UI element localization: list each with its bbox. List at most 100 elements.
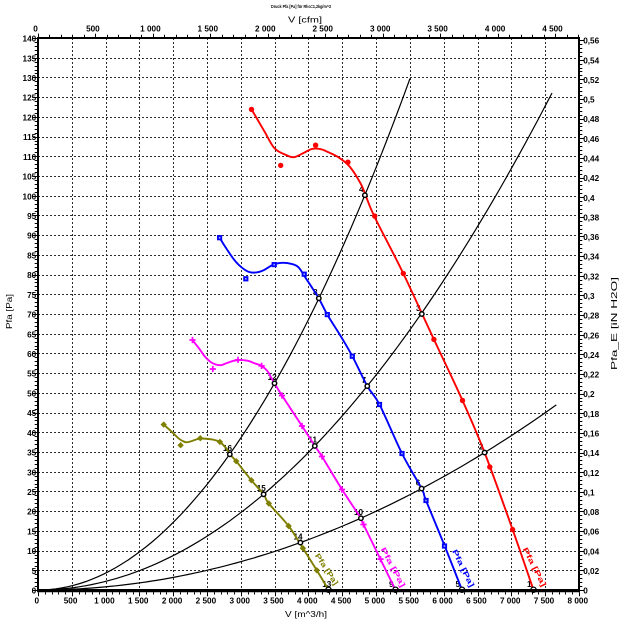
svg-text:14: 14 xyxy=(293,532,303,541)
svg-text:110: 110 xyxy=(23,153,37,162)
svg-text:13: 13 xyxy=(322,580,332,589)
svg-text:30: 30 xyxy=(27,468,37,477)
svg-text:0,02: 0,02 xyxy=(583,567,599,576)
svg-text:2 500: 2 500 xyxy=(196,597,217,606)
svg-text:95: 95 xyxy=(27,212,37,221)
svg-text:0,26: 0,26 xyxy=(583,331,599,340)
svg-text:11: 11 xyxy=(308,436,317,445)
svg-text:2 000: 2 000 xyxy=(162,597,183,606)
svg-text:20: 20 xyxy=(27,508,37,517)
svg-text:25: 25 xyxy=(27,488,37,497)
svg-text:1: 1 xyxy=(527,580,532,589)
svg-text:0,08: 0,08 xyxy=(583,508,599,517)
svg-text:0,3: 0,3 xyxy=(583,292,595,301)
svg-text:3 500: 3 500 xyxy=(427,25,448,34)
svg-text:3 500: 3 500 xyxy=(263,597,284,606)
svg-text:4 500: 4 500 xyxy=(331,597,352,606)
svg-text:3 000: 3 000 xyxy=(229,597,250,606)
svg-text:65: 65 xyxy=(27,330,37,339)
svg-text:1 500: 1 500 xyxy=(198,25,219,34)
svg-text:0,46: 0,46 xyxy=(583,135,599,144)
svg-text:40: 40 xyxy=(27,429,37,438)
svg-text:120: 120 xyxy=(23,113,37,122)
svg-text:7 000: 7 000 xyxy=(500,597,521,606)
svg-text:5: 5 xyxy=(455,580,460,589)
svg-text:135: 135 xyxy=(23,54,37,63)
svg-text:0: 0 xyxy=(32,587,37,596)
svg-text:500: 500 xyxy=(86,25,100,34)
svg-text:4: 4 xyxy=(359,185,364,194)
svg-text:70: 70 xyxy=(27,311,37,320)
svg-text:45: 45 xyxy=(27,409,37,418)
svg-text:3 000: 3 000 xyxy=(370,25,391,34)
svg-text:V [m^3/h]: V [m^3/h] xyxy=(285,610,327,619)
svg-text:6 000: 6 000 xyxy=(432,597,453,606)
svg-text:1 000: 1 000 xyxy=(140,25,161,34)
svg-text:0,56: 0,56 xyxy=(583,37,599,46)
svg-text:90: 90 xyxy=(27,232,37,241)
svg-text:V [cfm]: V [cfm] xyxy=(288,16,322,25)
svg-text:7 500: 7 500 xyxy=(534,597,555,606)
svg-text:3: 3 xyxy=(416,304,421,313)
svg-text:5 000: 5 000 xyxy=(365,597,386,606)
svg-text:15: 15 xyxy=(27,527,37,536)
svg-text:Druck Pfa [Pa] für Rho=1,2kg/m: Druck Pfa [Pa] für Rho=1,2kg/m^3 xyxy=(271,4,331,10)
svg-text:0,32: 0,32 xyxy=(583,272,599,281)
svg-text:10: 10 xyxy=(354,508,364,517)
svg-text:140: 140 xyxy=(23,35,37,44)
svg-text:1 500: 1 500 xyxy=(128,597,149,606)
svg-text:0,5: 0,5 xyxy=(583,96,595,105)
svg-text:0,16: 0,16 xyxy=(583,429,599,438)
svg-text:55: 55 xyxy=(27,370,37,379)
svg-text:85: 85 xyxy=(27,251,37,260)
svg-text:2: 2 xyxy=(479,442,484,451)
svg-text:105: 105 xyxy=(23,173,37,182)
svg-text:0,4: 0,4 xyxy=(583,194,595,203)
svg-text:0,48: 0,48 xyxy=(583,115,599,124)
svg-text:0,36: 0,36 xyxy=(583,233,599,242)
svg-text:115: 115 xyxy=(23,133,37,142)
svg-text:5 500: 5 500 xyxy=(398,597,419,606)
svg-text:0,12: 0,12 xyxy=(583,469,599,478)
svg-text:Pfa [Pa]: Pfa [Pa] xyxy=(5,294,14,329)
svg-text:5: 5 xyxy=(32,567,37,576)
svg-text:0,04: 0,04 xyxy=(583,547,599,556)
svg-text:0,18: 0,18 xyxy=(583,410,599,419)
svg-text:4 500: 4 500 xyxy=(542,25,563,34)
svg-text:1 000: 1 000 xyxy=(94,597,115,606)
svg-text:12: 12 xyxy=(268,373,278,382)
svg-text:0,54: 0,54 xyxy=(583,56,599,65)
svg-text:130: 130 xyxy=(23,74,37,83)
svg-text:4 000: 4 000 xyxy=(485,25,506,34)
svg-text:0,28: 0,28 xyxy=(583,312,599,321)
svg-text:0,2: 0,2 xyxy=(583,390,595,399)
svg-text:125: 125 xyxy=(23,94,37,103)
svg-text:8 000: 8 000 xyxy=(568,597,589,606)
svg-text:15: 15 xyxy=(257,484,267,493)
svg-text:0: 0 xyxy=(35,597,40,606)
svg-text:60: 60 xyxy=(27,350,37,359)
svg-text:6 500: 6 500 xyxy=(466,597,487,606)
svg-text:0,44: 0,44 xyxy=(583,154,599,163)
svg-text:50: 50 xyxy=(27,389,37,398)
svg-text:0,34: 0,34 xyxy=(583,253,599,262)
svg-text:16: 16 xyxy=(223,444,233,453)
svg-text:0,24: 0,24 xyxy=(583,351,599,360)
svg-text:2 500: 2 500 xyxy=(312,25,333,34)
svg-text:0,38: 0,38 xyxy=(583,213,599,222)
svg-text:0,14: 0,14 xyxy=(583,449,599,458)
svg-text:4 000: 4 000 xyxy=(297,597,318,606)
svg-text:0,22: 0,22 xyxy=(583,371,599,380)
svg-text:75: 75 xyxy=(27,291,37,300)
svg-text:0,52: 0,52 xyxy=(583,76,599,85)
svg-text:0,1: 0,1 xyxy=(583,488,595,497)
svg-text:80: 80 xyxy=(27,271,37,280)
svg-text:100: 100 xyxy=(23,192,37,201)
svg-text:2 000: 2 000 xyxy=(255,25,276,34)
svg-text:Pfa_E [iN H2O]: Pfa_E [iN H2O] xyxy=(610,277,619,370)
svg-text:35: 35 xyxy=(27,449,37,458)
svg-text:0,42: 0,42 xyxy=(583,174,599,183)
svg-text:10: 10 xyxy=(27,547,37,556)
svg-text:0: 0 xyxy=(583,587,588,596)
svg-text:0: 0 xyxy=(33,25,38,34)
